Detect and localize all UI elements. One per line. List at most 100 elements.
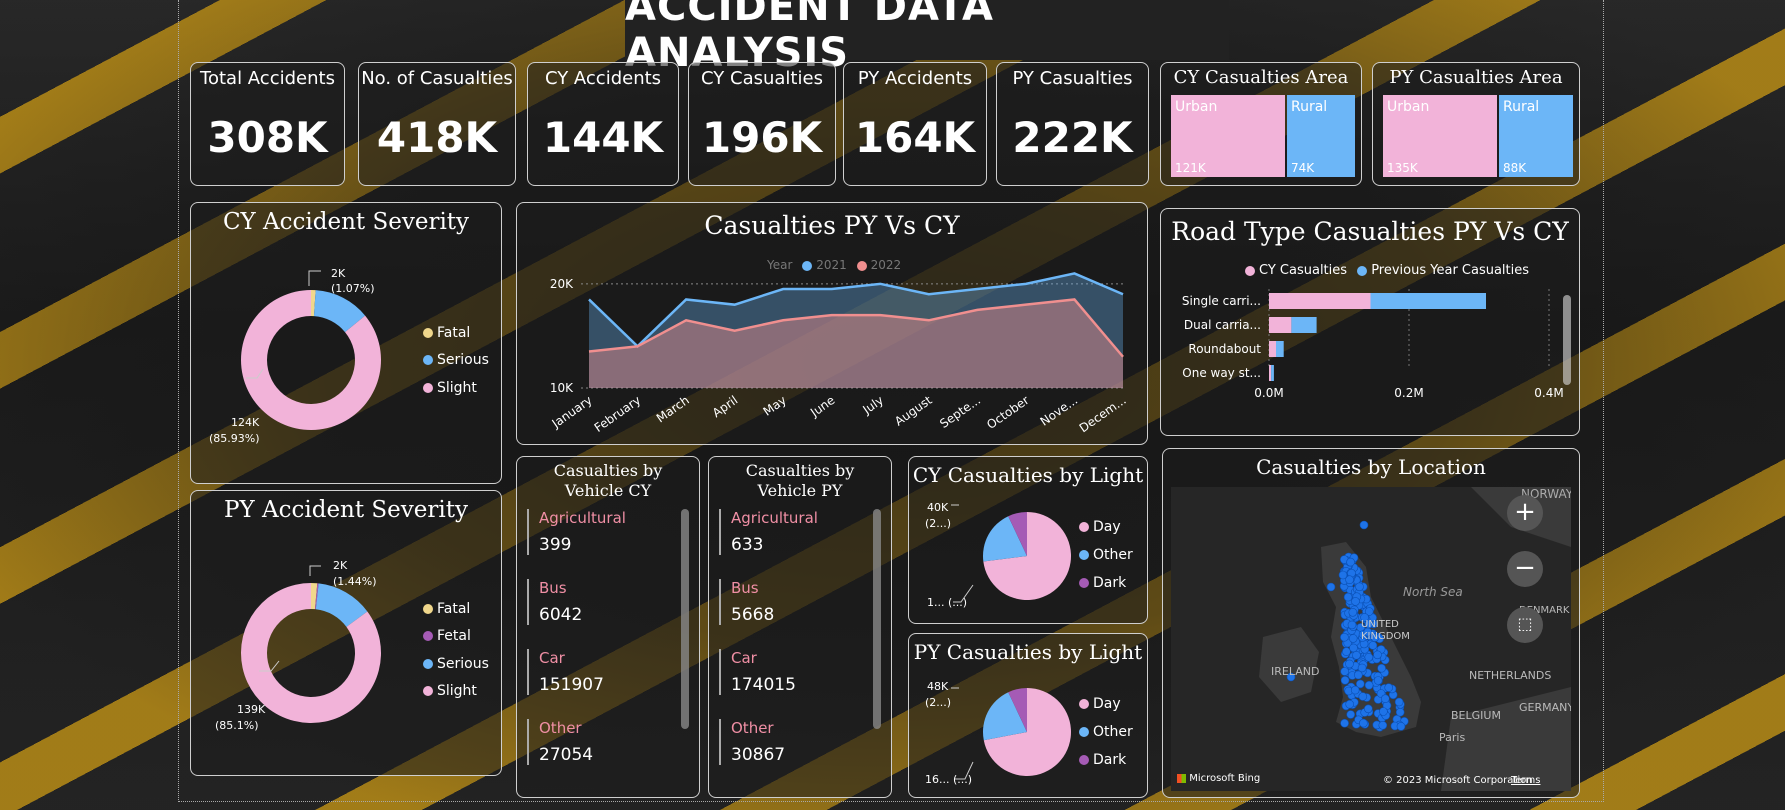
casualty-point[interactable] (1348, 634, 1358, 643)
casualty-point[interactable] (1343, 592, 1353, 602)
slice-other[interactable] (983, 516, 1027, 562)
legend-item-slight[interactable]: Slight (423, 380, 477, 396)
slice-fatal[interactable] (311, 290, 316, 317)
rural-treemap-tile[interactable]: Rural 74K (1287, 95, 1355, 177)
slice-dark[interactable] (1008, 512, 1027, 556)
select-area-icon[interactable]: ⬚ (1507, 607, 1543, 643)
casualty-point[interactable] (1286, 672, 1296, 682)
casualty-point[interactable] (1359, 520, 1369, 530)
casualty-point[interactable] (1377, 663, 1386, 673)
casualty-point[interactable] (1358, 692, 1368, 701)
legend-item-day[interactable]: Day (1079, 519, 1121, 535)
casualty-point[interactable] (1348, 608, 1358, 617)
casualty-point[interactable] (1354, 670, 1363, 680)
slice-fetal[interactable] (314, 583, 319, 610)
slice-slight[interactable] (241, 583, 382, 723)
casualties-py-vs-cy-panel[interactable]: Casualties PY Vs CY Year 2021 2022 20K 10… (516, 202, 1148, 445)
bar-cy[interactable] (1269, 317, 1292, 333)
casualty-point[interactable] (1373, 676, 1383, 685)
bar-cy[interactable] (1269, 365, 1272, 381)
py-casualties-by-light-panel[interactable]: PY Casualties by Light 48K (2...) 16... … (908, 633, 1148, 798)
casualty-point[interactable] (1338, 570, 1348, 580)
casualty-point[interactable] (1384, 683, 1393, 692)
casualty-point[interactable] (1381, 694, 1390, 703)
bar-py[interactable] (1271, 365, 1274, 381)
map-canvas[interactable]: NORWAY North Sea UNITED KINGDOM IRELAND … (1171, 487, 1571, 791)
casualty-point[interactable] (1347, 620, 1357, 630)
rural-treemap-tile[interactable]: Rural 88K (1499, 95, 1573, 177)
casualty-point[interactable] (1349, 643, 1358, 653)
kpi-py-casualties[interactable]: PY Casualties 222K (996, 62, 1149, 186)
casualty-point[interactable] (1342, 647, 1351, 656)
cy-casualties-by-light-panel[interactable]: CY Casualties by Light 40K (2...) 1... (… (908, 456, 1148, 624)
slice-serious[interactable] (315, 583, 368, 627)
legend-item-day[interactable]: Day (1079, 696, 1121, 712)
legend-item-dark[interactable]: Dark (1079, 752, 1126, 768)
series-area-2022[interactable] (589, 299, 1123, 388)
legend-item-other[interactable]: Other (1079, 547, 1133, 563)
urban-treemap-tile[interactable]: Urban 121K (1171, 95, 1285, 177)
kpi-cy-casualties[interactable]: CY Casualties 196K (688, 62, 836, 186)
casualty-point[interactable] (1359, 718, 1368, 728)
bar-cy[interactable] (1269, 341, 1276, 357)
casualty-point[interactable] (1352, 651, 1361, 660)
kpi-py-accidents[interactable]: PY Accidents 164K (843, 62, 987, 186)
legend-item-dark[interactable]: Dark (1079, 575, 1126, 591)
casualty-point[interactable] (1396, 722, 1406, 731)
casualty-point[interactable] (1364, 653, 1374, 662)
legend-item-serious[interactable]: Serious (423, 352, 489, 368)
py-casualties-area-panel[interactable]: PY Casualties Area Urban 135K Rural 88K (1372, 62, 1580, 186)
slice-dark[interactable] (1008, 688, 1027, 732)
casualty-point[interactable] (1356, 679, 1365, 689)
bar-py[interactable] (1276, 341, 1284, 357)
scrollbar[interactable] (681, 509, 689, 729)
legend-item-other[interactable]: Other (1079, 724, 1133, 740)
casualty-point[interactable] (1346, 557, 1355, 567)
slice-other[interactable] (983, 692, 1027, 741)
casualty-point[interactable] (1395, 707, 1405, 717)
casualty-point[interactable] (1340, 676, 1350, 685)
casualty-point[interactable] (1364, 704, 1373, 714)
urban-treemap-tile[interactable]: Urban 135K (1383, 95, 1497, 177)
series-line-2022[interactable] (588, 298, 1124, 358)
casualties-by-location-panel[interactable]: Casualties by Location NORWAY North Sea … (1162, 448, 1580, 798)
py-accident-severity-panel[interactable]: PY Accident Severity 2K (1.44%) 139K (85… (190, 490, 502, 776)
casualty-point[interactable] (1345, 575, 1354, 584)
legend-item-fetal[interactable]: Fetal (423, 628, 471, 644)
slice-day[interactable] (983, 688, 1071, 776)
series-line-2021[interactable] (588, 272, 1124, 349)
legend-item-slight[interactable]: Slight (423, 683, 477, 699)
casualty-point[interactable] (1350, 685, 1360, 695)
legend-item-fatal[interactable]: Fatal (423, 601, 470, 617)
casualty-point[interactable] (1368, 641, 1378, 650)
slice-fatal[interactable] (311, 583, 318, 610)
series-area-2021[interactable] (589, 273, 1123, 388)
casualty-point[interactable] (1340, 667, 1349, 676)
casualty-point[interactable] (1351, 597, 1360, 606)
kpi-total-accidents[interactable]: Total Accidents 308K (190, 62, 345, 186)
casualty-point[interactable] (1340, 632, 1349, 642)
slice-slight[interactable] (241, 290, 381, 430)
casualty-point[interactable] (1364, 619, 1374, 629)
road-type-casualties-panel[interactable]: Road Type Casualties PY Vs CY CY Casualt… (1160, 208, 1580, 436)
scrollbar[interactable] (1563, 295, 1571, 385)
casualties-by-vehicle-cy-panel[interactable]: Casualties by Vehicle CY Agricultural 39… (516, 456, 700, 798)
casualty-point[interactable] (1394, 697, 1404, 707)
kpi-cy-accidents[interactable]: CY Accidents 144K (527, 62, 679, 186)
cy-accident-severity-panel[interactable]: CY Accident Severity 2K (1.07%) 124K (85… (190, 202, 502, 484)
casualty-point[interactable] (1355, 582, 1364, 592)
scrollbar[interactable] (873, 509, 881, 729)
terms-link[interactable]: Terms (1511, 775, 1541, 786)
casualty-point[interactable] (1378, 721, 1388, 730)
casualty-point[interactable] (1326, 582, 1336, 592)
bar-py[interactable] (1370, 293, 1487, 309)
casualty-point[interactable] (1364, 607, 1374, 616)
casualty-point[interactable] (1364, 680, 1374, 690)
bar-py[interactable] (1291, 317, 1317, 333)
bar-cy[interactable] (1269, 293, 1371, 309)
kpi-no-of-casualties[interactable]: No. of Casualties 418K (358, 62, 516, 186)
chart-legend[interactable]: Year 2021 2022 (767, 258, 901, 272)
casualty-point[interactable] (1360, 613, 1369, 622)
casualty-point[interactable] (1346, 710, 1355, 719)
casualty-point[interactable] (1379, 707, 1388, 716)
